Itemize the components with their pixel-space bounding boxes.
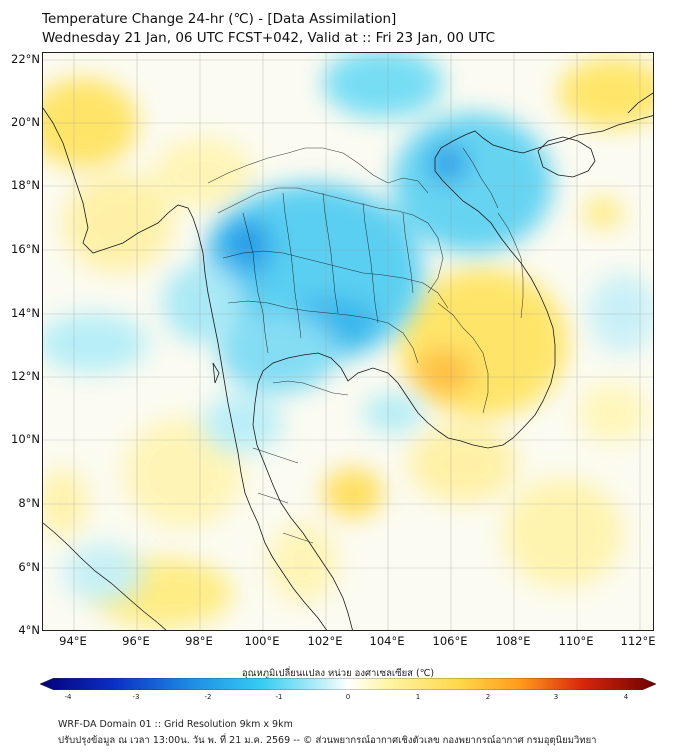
lat-label-4: 4°N: [18, 623, 40, 637]
map-gridlines: [43, 53, 653, 630]
lon-label-110: 110°E: [558, 634, 594, 648]
lon-label-98: 98°E: [185, 634, 213, 648]
colorbar-tick: 0: [345, 693, 351, 701]
lat-label-6: 6°N: [18, 560, 40, 574]
footer-model-info: WRF-DA Domain 01 :: Grid Resolution 9km …: [58, 719, 293, 730]
colorbar: [40, 678, 656, 690]
colorbar-tick: -1: [275, 693, 283, 701]
map-canvas: [43, 53, 653, 630]
colorbar-tick: 4: [623, 693, 629, 701]
lon-label-96: 96°E: [122, 634, 150, 648]
colorbar-gradient: [40, 678, 656, 690]
colorbar-tick: -4: [64, 693, 72, 701]
colorbar-tick: -2: [204, 693, 212, 701]
lat-label-20: 20°N: [11, 115, 40, 129]
lon-label-100: 100°E: [244, 634, 280, 648]
colorbar-tick: -3: [132, 693, 140, 701]
lat-label-16: 16°N: [11, 242, 40, 256]
temperature-shading: [43, 53, 653, 630]
lat-label-12: 12°N: [11, 369, 40, 383]
lon-label-108: 108°E: [495, 634, 531, 648]
lon-label-104: 104°E: [369, 634, 405, 648]
map-title: Temperature Change 24-hr (℃) - [Data Ass…: [42, 11, 397, 27]
colorbar-tick: 2: [485, 693, 491, 701]
lat-label-14: 14°N: [11, 306, 40, 320]
lon-label-102: 102°E: [307, 634, 343, 648]
lat-label-10: 10°N: [11, 432, 40, 446]
colorbar-tick: 3: [553, 693, 559, 701]
footer-credit: ปรับปรุงข้อมูล ณ เวลา 13:00น. วัน พ. ที่…: [58, 735, 597, 746]
lon-label-106: 106°E: [432, 634, 468, 648]
temperature-change-map: [42, 52, 654, 631]
colorbar-label: อุณหภูมิเปลี่ยนแปลง หน่วย องศาเซลเซียส (…: [241, 668, 435, 679]
lat-label-18: 18°N: [11, 178, 40, 192]
lon-label-94: 94°E: [59, 634, 87, 648]
map-subtitle: Wednesday 21 Jan, 06 UTC FCST+042, Valid…: [42, 30, 496, 46]
lat-label-8: 8°N: [18, 496, 40, 510]
lon-label-112: 112°E: [620, 634, 656, 648]
admin-borders: [207, 147, 524, 544]
colorbar-tick: 1: [415, 693, 421, 701]
lat-label-22: 22°N: [11, 52, 40, 66]
coastlines: [43, 92, 653, 630]
